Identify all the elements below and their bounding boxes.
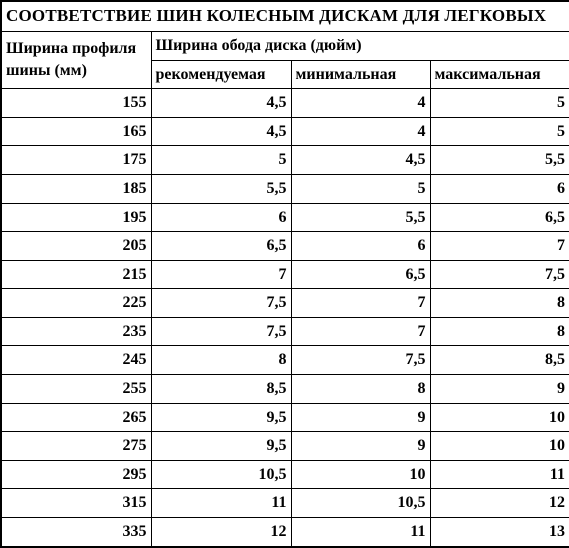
cell-recommended: 4,5	[151, 89, 291, 118]
cell-maximum: 6,5	[430, 203, 569, 232]
cell-recommended: 8	[151, 346, 291, 375]
table-row: 1855,556	[1, 174, 569, 203]
cell-minimum: 6	[291, 232, 430, 261]
table-row: 3151110,512	[1, 489, 569, 518]
cell-width: 295	[1, 460, 151, 489]
cell-width: 185	[1, 174, 151, 203]
table-row: 19565,56,5	[1, 203, 569, 232]
cell-width: 165	[1, 117, 151, 146]
cell-recommended: 7,5	[151, 289, 291, 318]
cell-minimum: 10,5	[291, 489, 430, 518]
cell-recommended: 11	[151, 489, 291, 518]
cell-maximum: 13	[430, 518, 569, 547]
cell-maximum: 9	[430, 375, 569, 404]
table-row: 2759,5910	[1, 432, 569, 461]
table-row: 2659,5910	[1, 403, 569, 432]
table-row: 2357,578	[1, 317, 569, 346]
table-container: СООТВЕТСТВИЕ ШИН КОЛЕСНЫМ ДИСКАМ ДЛЯ ЛЕГ…	[0, 0, 569, 548]
cell-minimum: 10	[291, 460, 430, 489]
table-row: 21576,57,5	[1, 260, 569, 289]
cell-recommended: 12	[151, 518, 291, 547]
cell-width: 275	[1, 432, 151, 461]
table-row: 2056,567	[1, 232, 569, 261]
table-row: 2558,589	[1, 375, 569, 404]
cell-minimum: 11	[291, 518, 430, 547]
cell-width: 235	[1, 317, 151, 346]
cell-width: 335	[1, 518, 151, 547]
table-row: 17554,55,5	[1, 146, 569, 175]
cell-recommended: 8,5	[151, 375, 291, 404]
table-row: 335121113	[1, 518, 569, 547]
cell-minimum: 4,5	[291, 146, 430, 175]
table-row: 24587,58,5	[1, 346, 569, 375]
cell-minimum: 7	[291, 317, 430, 346]
tire-rim-table: СООТВЕТСТВИЕ ШИН КОЛЕСНЫМ ДИСКАМ ДЛЯ ЛЕГ…	[0, 0, 569, 548]
cell-width: 225	[1, 289, 151, 318]
cell-maximum: 6	[430, 174, 569, 203]
cell-recommended: 5,5	[151, 174, 291, 203]
header-recommended: рекомендуемая	[151, 60, 291, 89]
cell-maximum: 12	[430, 489, 569, 518]
table-row: 29510,51011	[1, 460, 569, 489]
cell-minimum: 4	[291, 117, 430, 146]
cell-recommended: 6	[151, 203, 291, 232]
table-row: 1554,545	[1, 89, 569, 118]
header-maximum: максимальная	[430, 60, 569, 89]
cell-width: 195	[1, 203, 151, 232]
cell-width: 155	[1, 89, 151, 118]
header-minimum: минимальная	[291, 60, 430, 89]
cell-minimum: 7	[291, 289, 430, 318]
cell-width: 255	[1, 375, 151, 404]
table-row: 2257,578	[1, 289, 569, 318]
cell-maximum: 7	[430, 232, 569, 261]
cell-width: 175	[1, 146, 151, 175]
cell-minimum: 8	[291, 375, 430, 404]
cell-maximum: 7,5	[430, 260, 569, 289]
cell-maximum: 5,5	[430, 146, 569, 175]
header-row-1: Ширина профиля шины (мм) Ширина обода ди…	[1, 31, 569, 60]
cell-width: 265	[1, 403, 151, 432]
cell-recommended: 9,5	[151, 403, 291, 432]
cell-minimum: 4	[291, 89, 430, 118]
table-row: 1654,545	[1, 117, 569, 146]
cell-recommended: 4,5	[151, 117, 291, 146]
header-tire-width: Ширина профиля шины (мм)	[1, 31, 151, 88]
cell-width: 245	[1, 346, 151, 375]
title-row: СООТВЕТСТВИЕ ШИН КОЛЕСНЫМ ДИСКАМ ДЛЯ ЛЕГ…	[1, 1, 569, 31]
cell-minimum: 5,5	[291, 203, 430, 232]
cell-maximum: 8,5	[430, 346, 569, 375]
cell-minimum: 6,5	[291, 260, 430, 289]
cell-width: 205	[1, 232, 151, 261]
cell-recommended: 5	[151, 146, 291, 175]
cell-maximum: 8	[430, 317, 569, 346]
cell-maximum: 5	[430, 117, 569, 146]
cell-recommended: 10,5	[151, 460, 291, 489]
cell-minimum: 9	[291, 432, 430, 461]
cell-minimum: 9	[291, 403, 430, 432]
cell-maximum: 10	[430, 432, 569, 461]
cell-width: 315	[1, 489, 151, 518]
cell-recommended: 7,5	[151, 317, 291, 346]
table-title: СООТВЕТСТВИЕ ШИН КОЛЕСНЫМ ДИСКАМ ДЛЯ ЛЕГ…	[1, 1, 569, 31]
cell-maximum: 5	[430, 89, 569, 118]
cell-maximum: 11	[430, 460, 569, 489]
cell-recommended: 9,5	[151, 432, 291, 461]
header-rim-width-group: Ширина обода диска (дюйм)	[151, 31, 569, 60]
cell-width: 215	[1, 260, 151, 289]
cell-recommended: 6,5	[151, 232, 291, 261]
cell-maximum: 8	[430, 289, 569, 318]
cell-minimum: 5	[291, 174, 430, 203]
cell-minimum: 7,5	[291, 346, 430, 375]
cell-recommended: 7	[151, 260, 291, 289]
cell-maximum: 10	[430, 403, 569, 432]
